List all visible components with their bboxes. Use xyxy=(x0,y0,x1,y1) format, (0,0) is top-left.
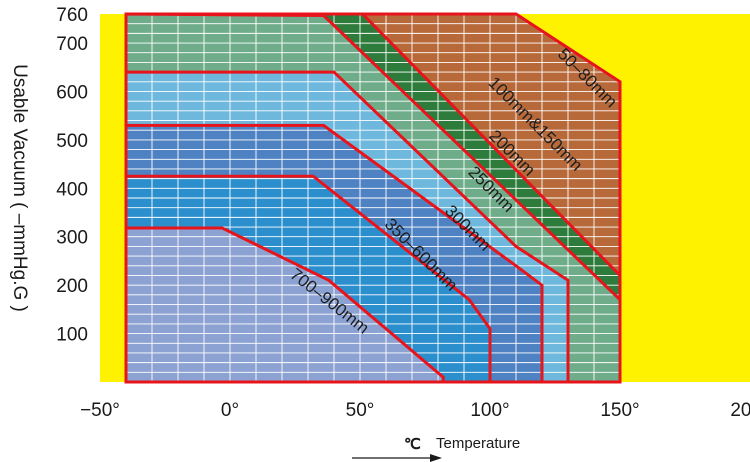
y-axis-label: Usable Vacuum ( –mmHg.G ) xyxy=(9,64,30,312)
y-tick-label: 400 xyxy=(56,179,88,200)
grid-lines xyxy=(126,14,620,382)
y-tick-label: 700 xyxy=(56,34,88,55)
x-axis-label: Temperature xyxy=(436,435,520,452)
y-tick-label: 300 xyxy=(56,228,88,249)
y-tick-label: 760 xyxy=(56,5,88,26)
x-tick-label: 50° xyxy=(346,400,375,421)
x-tick-label: 150° xyxy=(600,400,639,421)
region-outlines xyxy=(124,12,622,384)
y-tick-labels: 760 700 600 500 400 300 200 100 xyxy=(56,5,88,346)
x-axis-unit: ℃ xyxy=(404,436,421,453)
x-tick-labels: −50° 0° 50° 100° 150° 200° xyxy=(80,400,750,421)
region-outline-6 xyxy=(124,226,445,384)
x-tick-label: 100° xyxy=(470,400,509,421)
y-tick-label: 100 xyxy=(56,325,88,346)
y-tick-label: 200 xyxy=(56,276,88,297)
x-axis-arrow-icon xyxy=(430,454,442,462)
x-tick-label: 0° xyxy=(221,400,239,421)
x-tick-label: −50° xyxy=(80,400,120,421)
y-tick-label: 500 xyxy=(56,131,88,152)
y-tick-label: 600 xyxy=(56,82,88,103)
x-axis-title: ℃ Temperature xyxy=(352,435,520,462)
x-tick-label: 200° xyxy=(730,400,750,421)
